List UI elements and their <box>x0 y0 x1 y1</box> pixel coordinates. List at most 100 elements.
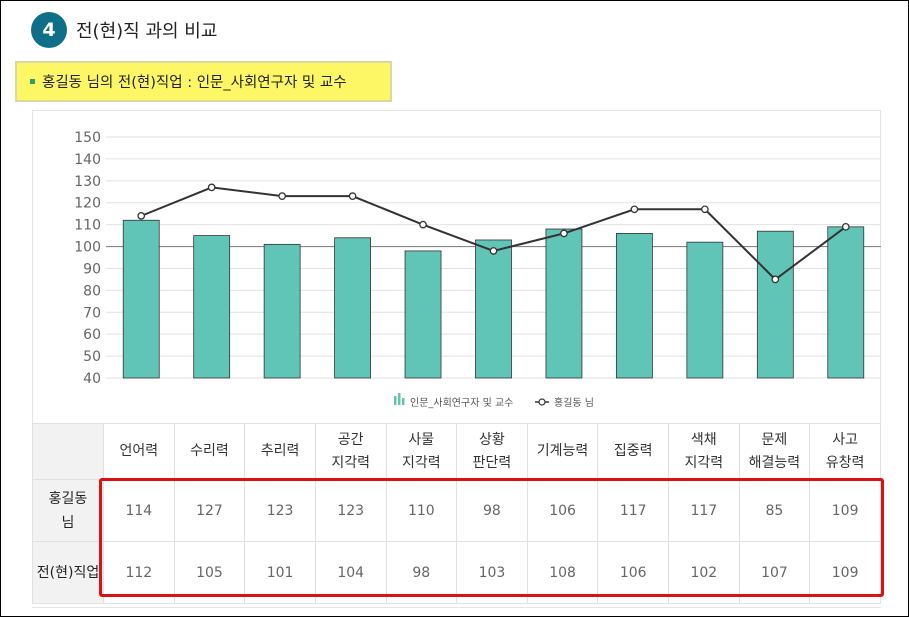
table-cell: 105 <box>173 541 246 604</box>
comparison-table: 언어력 수리력 추리력 공간 지각력 사물 지각력 상황 판단력 기계능력 집중력 색채 지각력 문제 해결… <box>32 423 881 604</box>
table-cell: 123 <box>314 479 387 542</box>
table-header-text: 추리력 <box>260 443 300 459</box>
bar <box>545 228 583 379</box>
table-cell: 106 <box>597 541 669 604</box>
table-row: 전(현)직업 112 105 101 104 98 103 108 106 102 107 109 <box>32 541 881 604</box>
table-header-text: 공간 <box>337 431 364 448</box>
table-body: 홍길동 님 114 127 123 123 110 98 106 117 117 85 109 전(현)직… <box>32 479 881 604</box>
line-point <box>841 222 850 231</box>
table-header-text: 유창력 <box>825 454 865 471</box>
table-cell: 98 <box>385 541 458 604</box>
table-header-text: 사물 <box>408 431 435 448</box>
row-label-cell: 전(현)직업 <box>32 541 104 604</box>
table-header-row: 언어력 수리력 추리력 공간 지각력 사물 지각력 상황 판단력 기계능력 집중력 색채 지각력 문제 해결… <box>32 423 881 480</box>
line-point <box>560 229 568 238</box>
table-cell: 102 <box>668 541 740 604</box>
table-cell: 117 <box>597 479 669 542</box>
line-point <box>348 192 357 201</box>
y-tick-label: 60 <box>83 327 101 343</box>
comparison-chart-svg: 40 50 60 70 80 90 100 110 120 130 140 150 인문_사회연구자 및… <box>74 130 881 409</box>
legend-bar-icon <box>394 396 397 405</box>
row-label-text: 홍길동 <box>48 490 88 507</box>
table-header-text: 문제 <box>761 431 788 448</box>
table-header-cell: 언어력 <box>103 423 175 480</box>
row-label-text: 님 <box>61 514 75 531</box>
legend-label: 인문_사회연구자 및 교수 <box>410 397 513 409</box>
table-corner-cell <box>32 423 104 480</box>
section-title: 4 전(현)직 과의 비교 <box>31 11 217 49</box>
y-tick-label: 40 <box>83 371 101 387</box>
table-header-cell: 기계능력 <box>526 423 599 480</box>
comparison-chart: 40 50 60 70 80 90 100 110 120 130 140 150 인문_사회연구자 및… <box>32 110 881 423</box>
bullet-icon <box>30 79 35 84</box>
table-cell: 106 <box>526 479 599 542</box>
y-tick-label: 140 <box>74 152 101 168</box>
legend-point-icon <box>538 398 546 406</box>
current-job-text: 홍길동 님의 전(현)직업 : 인문_사회연구자 및 교수 <box>42 75 347 91</box>
bar <box>263 243 301 379</box>
row-label-text: 전(현)직업 <box>36 564 100 581</box>
table-cell: 110 <box>385 479 458 542</box>
table-cell: 104 <box>314 541 387 604</box>
table-cell: 103 <box>456 541 528 604</box>
table-header-cell: 추리력 <box>244 423 316 480</box>
y-tick-label: 80 <box>83 283 101 299</box>
current-job-box: 홍길동 님의 전(현)직업 : 인문_사회연구자 및 교수 <box>15 61 392 102</box>
bar <box>475 239 512 379</box>
line-point <box>489 247 498 255</box>
table-cell: 123 <box>244 479 316 542</box>
table-cell: 114 <box>103 479 175 542</box>
table-cell: 117 <box>668 479 740 542</box>
table-header-cell: 색채 지각력 <box>668 423 740 480</box>
table-cell: 109 <box>809 541 881 604</box>
table-cell: 127 <box>173 479 246 542</box>
bar <box>334 237 371 379</box>
bar <box>756 230 794 379</box>
legend-bar-icon <box>402 398 405 405</box>
table-header-text: 해결능력 <box>748 454 801 471</box>
table-header-text: 지각력 <box>331 454 370 471</box>
line-point <box>278 192 286 201</box>
table-header-text: 기계능력 <box>536 443 589 459</box>
bar <box>122 219 160 379</box>
bar <box>616 233 653 379</box>
table-cell: 85 <box>738 479 811 542</box>
line-point <box>630 205 639 214</box>
table-header-text: 사고 <box>832 431 858 448</box>
table-cell: 109 <box>809 479 881 542</box>
bar <box>193 235 231 379</box>
y-tick-label: 120 <box>74 196 101 212</box>
line-point <box>701 205 709 214</box>
comparison-table-wrap: 언어력 수리력 추리력 공간 지각력 사물 지각력 상황 판단력 기계능력 집중력 색채 지각력 문제 해결… <box>32 423 881 604</box>
table-header-cell: 수리력 <box>173 423 246 480</box>
line-point <box>207 183 216 192</box>
y-tick-label: 130 <box>74 174 101 190</box>
table-header-text: 지각력 <box>401 454 441 471</box>
table-cell: 108 <box>526 541 599 604</box>
bar <box>404 250 442 379</box>
line-point <box>419 220 427 229</box>
y-tick-label: 100 <box>74 240 101 256</box>
step-badge: 4 <box>31 12 67 48</box>
y-tick-label: 50 <box>83 349 101 365</box>
table-row: 홍길동 님 114 127 123 123 110 98 106 117 117 85 109 <box>32 479 881 542</box>
table-header-text: 언어력 <box>119 443 159 459</box>
table-header-text: 상황 <box>479 431 505 448</box>
table-cell: 107 <box>738 541 811 604</box>
table-header-text: 판단력 <box>472 454 512 471</box>
table-header-text: 색채 <box>690 431 717 448</box>
y-tick-label: 70 <box>83 305 101 321</box>
section-title-text: 전(현)직 과의 비교 <box>76 21 218 42</box>
line-point <box>771 275 780 284</box>
y-tick-label: 90 <box>83 261 101 277</box>
table-cell: 112 <box>103 541 175 604</box>
bar <box>827 226 865 379</box>
table-header-text: 집중력 <box>613 443 653 459</box>
line-point <box>137 212 146 220</box>
